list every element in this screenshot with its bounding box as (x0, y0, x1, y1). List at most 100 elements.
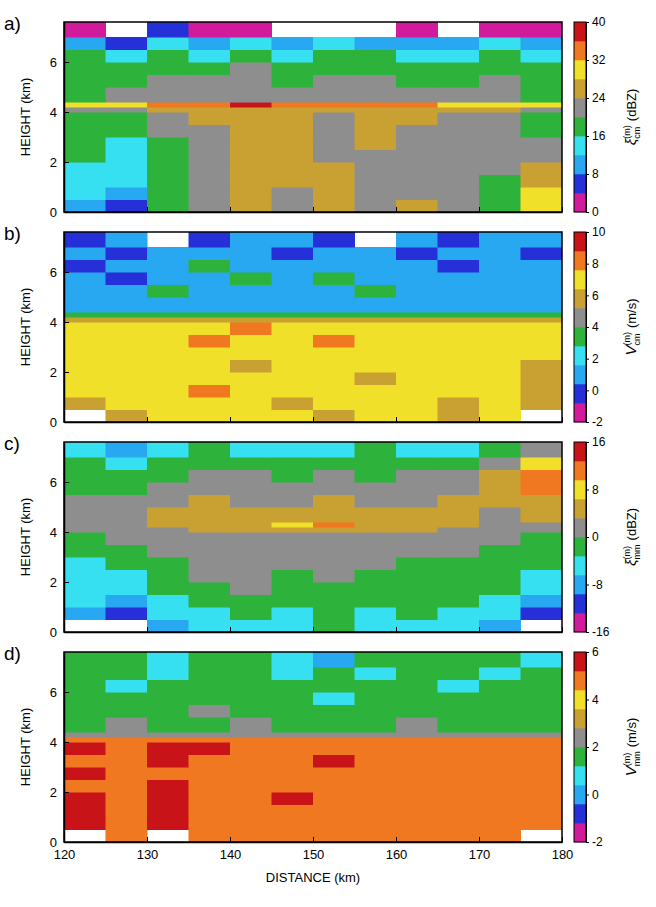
cell (521, 780, 563, 793)
cell (355, 705, 397, 718)
y-tick-label: 6 (50, 685, 57, 700)
cell (147, 527, 189, 533)
cell (189, 247, 231, 260)
colorbar-tick-label: 0 (592, 788, 599, 802)
colorbar-swatch (574, 613, 586, 632)
cell (479, 667, 521, 680)
cell (64, 37, 106, 50)
cell (479, 335, 521, 348)
x-tick (479, 627, 480, 632)
colorbar-tick-label: -2 (592, 835, 603, 849)
cell (189, 442, 231, 458)
cell (189, 522, 231, 528)
cell (64, 317, 106, 323)
cell (189, 175, 231, 188)
x-tick-mark (562, 417, 563, 422)
cell (147, 522, 189, 528)
colorbar-tick: 2 (586, 740, 599, 754)
y-axis-title: HEIGHT (km) (18, 498, 33, 576)
cell (313, 37, 355, 50)
cell (106, 285, 148, 298)
colorbar-swatch (574, 308, 586, 327)
cell (438, 50, 480, 63)
cell (272, 372, 314, 385)
colorbar-swatch (574, 98, 586, 117)
colorbar-swatch (574, 22, 586, 41)
cell (64, 312, 106, 318)
cell (106, 442, 148, 458)
x-tick-mark (396, 627, 397, 632)
cell (438, 780, 480, 793)
cell (147, 680, 189, 693)
colorbar-tick-mark (586, 537, 589, 538)
cell (272, 200, 314, 213)
y-tick: 2 (50, 785, 69, 800)
cell (189, 75, 231, 88)
cell (230, 312, 272, 318)
cell (272, 125, 314, 138)
colorbar-tick-label: -16 (592, 625, 610, 639)
cell (64, 755, 106, 768)
cell (230, 397, 272, 410)
cell (106, 507, 148, 523)
cell (64, 457, 106, 470)
cell (479, 482, 521, 495)
x-tick: 150 (303, 837, 325, 862)
cell (438, 817, 480, 830)
cell (355, 482, 397, 495)
colorbar-swatch (574, 117, 586, 136)
colorbar-tick-mark (586, 842, 589, 843)
cell (355, 755, 397, 768)
x-tick-mark (313, 207, 314, 212)
x-tick-mark (396, 207, 397, 212)
cell (438, 692, 480, 705)
colorbar-title: V(m)cm(m/s) (622, 298, 642, 355)
cell (396, 37, 438, 50)
cell (230, 830, 272, 843)
cell (396, 200, 438, 213)
panel: 0246 (50, 22, 563, 220)
colorbar-swatch (574, 174, 586, 193)
cell (230, 527, 272, 533)
colorbar-tick: 4 (586, 320, 599, 334)
cell (230, 347, 272, 360)
cell (355, 737, 397, 743)
cell (355, 385, 397, 398)
cell (521, 200, 563, 213)
y-axis-line (64, 233, 66, 423)
cell (521, 545, 563, 558)
y-tick-mark (64, 692, 69, 693)
cell (106, 792, 148, 805)
cell (230, 732, 272, 738)
colorbar-swatch (574, 79, 586, 98)
cell (189, 37, 231, 50)
colorbar-tick-label: 8 (592, 167, 599, 181)
cell (230, 137, 272, 150)
cell (230, 482, 272, 495)
cell (355, 680, 397, 693)
cell (147, 187, 189, 200)
cell (521, 112, 563, 125)
colorbar-tick-label: 24 (592, 91, 606, 105)
cell (355, 495, 397, 508)
colorbar-title-unit: (m/s) (624, 718, 639, 748)
x-axis (65, 207, 563, 213)
panel-letter: b) (4, 223, 21, 244)
colorbar-axis: 0816243240 (586, 15, 606, 219)
colorbar-swatch (574, 480, 586, 499)
cell (355, 457, 397, 470)
cell (189, 680, 231, 693)
colorbar-tick-label: 6 (592, 645, 599, 659)
cell (147, 667, 189, 680)
cell (396, 112, 438, 125)
cell (272, 470, 314, 483)
cell (521, 732, 563, 738)
y-tick: 4 (50, 105, 69, 120)
cell (438, 385, 480, 398)
cell (64, 162, 106, 175)
cell (479, 87, 521, 103)
cell (313, 162, 355, 175)
y-tick-mark (64, 212, 69, 213)
cell (521, 742, 563, 755)
cell (438, 595, 480, 608)
